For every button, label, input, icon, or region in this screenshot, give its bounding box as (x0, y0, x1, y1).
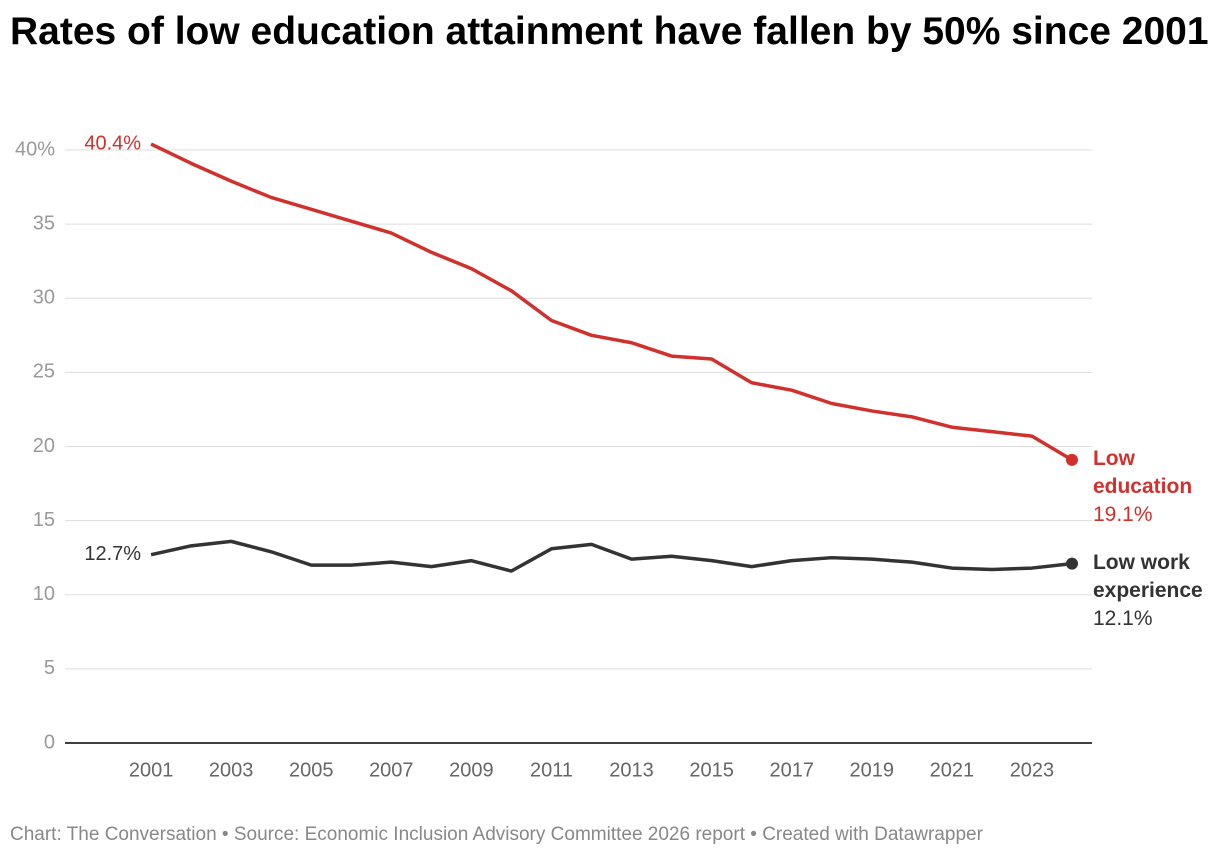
x-tick-label: 2015 (689, 759, 734, 781)
x-tick-label: 2017 (769, 759, 814, 781)
y-tick-label: 35 (33, 212, 55, 234)
legend-entry: Low education (1092, 446, 1193, 498)
chart-title: Rates of low education attainment have f… (10, 10, 1209, 53)
end-dot (1065, 453, 1078, 466)
x-tick-label: 2001 (129, 759, 174, 781)
y-tick-label: 30 (33, 287, 55, 309)
end-value-label: 12.1% (1092, 606, 1153, 630)
y-tick-label: 10 (33, 583, 55, 605)
y-tick-label: 40% (15, 138, 55, 160)
x-tick-label: 2003 (209, 759, 254, 781)
series-line (150, 539, 1073, 573)
y-tick-label: 15 (33, 509, 55, 531)
y-tick-label: 0 (44, 731, 55, 753)
x-tick-label: 2011 (530, 759, 573, 781)
start-label: 40.4% (84, 132, 141, 154)
x-tick-label: 2013 (609, 759, 654, 781)
source-note: Chart: The Conversation • Source: Econom… (10, 824, 983, 845)
y-tick-label: 25 (33, 361, 55, 383)
x-tick-label: 2021 (930, 759, 975, 781)
series-label: Low work experience 12.1% (1093, 549, 1218, 633)
x-tick-label: 2023 (1010, 759, 1055, 781)
end-dot (1065, 557, 1078, 570)
x-tick-label: 2009 (449, 759, 494, 781)
legend-entry: Low work experience (1092, 550, 1203, 602)
x-tick-label: 2019 (850, 759, 895, 781)
series-label: Low education 19.1% (1093, 445, 1218, 529)
end-value-label: 19.1% (1092, 502, 1153, 526)
series-line (150, 142, 1073, 462)
start-label: 12.7% (84, 543, 141, 565)
y-tick-label: 5 (44, 657, 55, 679)
x-tick-label: 2005 (289, 759, 334, 781)
x-tick-label: 2007 (369, 759, 414, 781)
y-tick-label: 20 (33, 435, 55, 457)
